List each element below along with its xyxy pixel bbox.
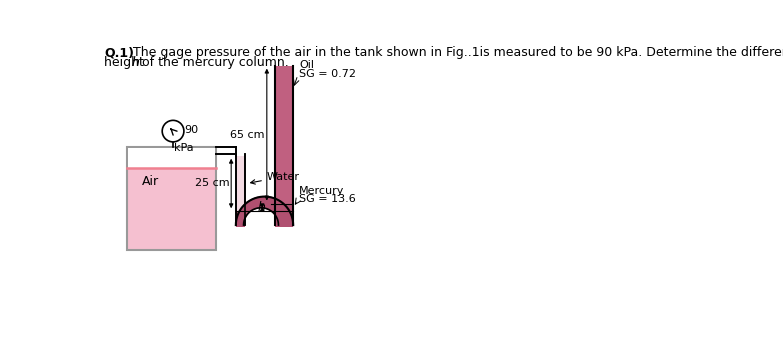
- Text: Water: Water: [251, 172, 300, 184]
- Bar: [236, 156, 245, 211]
- Bar: [275, 66, 293, 203]
- Bar: [127, 146, 215, 250]
- Text: Oil: Oil: [299, 60, 315, 69]
- Bar: [128, 148, 215, 168]
- Bar: [275, 203, 293, 227]
- Text: The gage pressure of the air in the tank shown in Fig..1is measured to be 90 kPa: The gage pressure of the air in the tank…: [129, 47, 783, 60]
- Text: Air: Air: [142, 175, 159, 188]
- Text: of the mercury column.: of the mercury column.: [138, 56, 289, 69]
- Text: SG = 13.6: SG = 13.6: [299, 194, 356, 204]
- Bar: [127, 146, 215, 250]
- Text: h: h: [258, 201, 265, 214]
- Polygon shape: [236, 197, 293, 225]
- Text: Mercury: Mercury: [299, 186, 345, 196]
- Text: Q.1): Q.1): [104, 47, 134, 60]
- Text: 65 cm: 65 cm: [230, 130, 265, 140]
- Text: SG = 0.72: SG = 0.72: [299, 69, 356, 79]
- Text: kPa: kPa: [174, 143, 193, 153]
- Text: 90: 90: [185, 124, 199, 135]
- Text: height: height: [104, 56, 148, 69]
- Text: 25 cm: 25 cm: [195, 179, 229, 188]
- Bar: [236, 211, 245, 227]
- Text: h: h: [132, 56, 140, 69]
- Circle shape: [162, 120, 184, 142]
